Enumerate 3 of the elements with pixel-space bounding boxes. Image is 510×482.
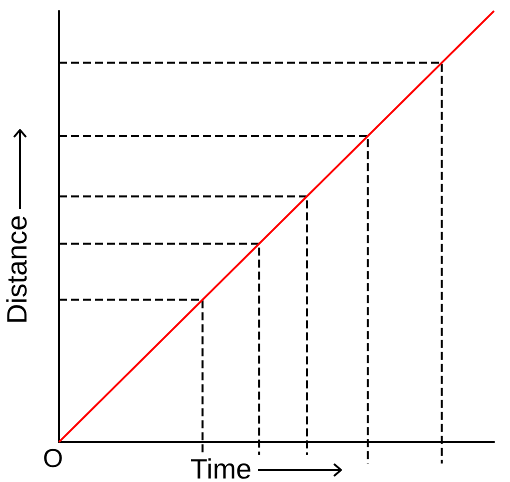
y-axis-title: Distance xyxy=(2,215,32,324)
x-axis-title: Time xyxy=(190,454,252,482)
annotation: O xyxy=(42,443,64,473)
